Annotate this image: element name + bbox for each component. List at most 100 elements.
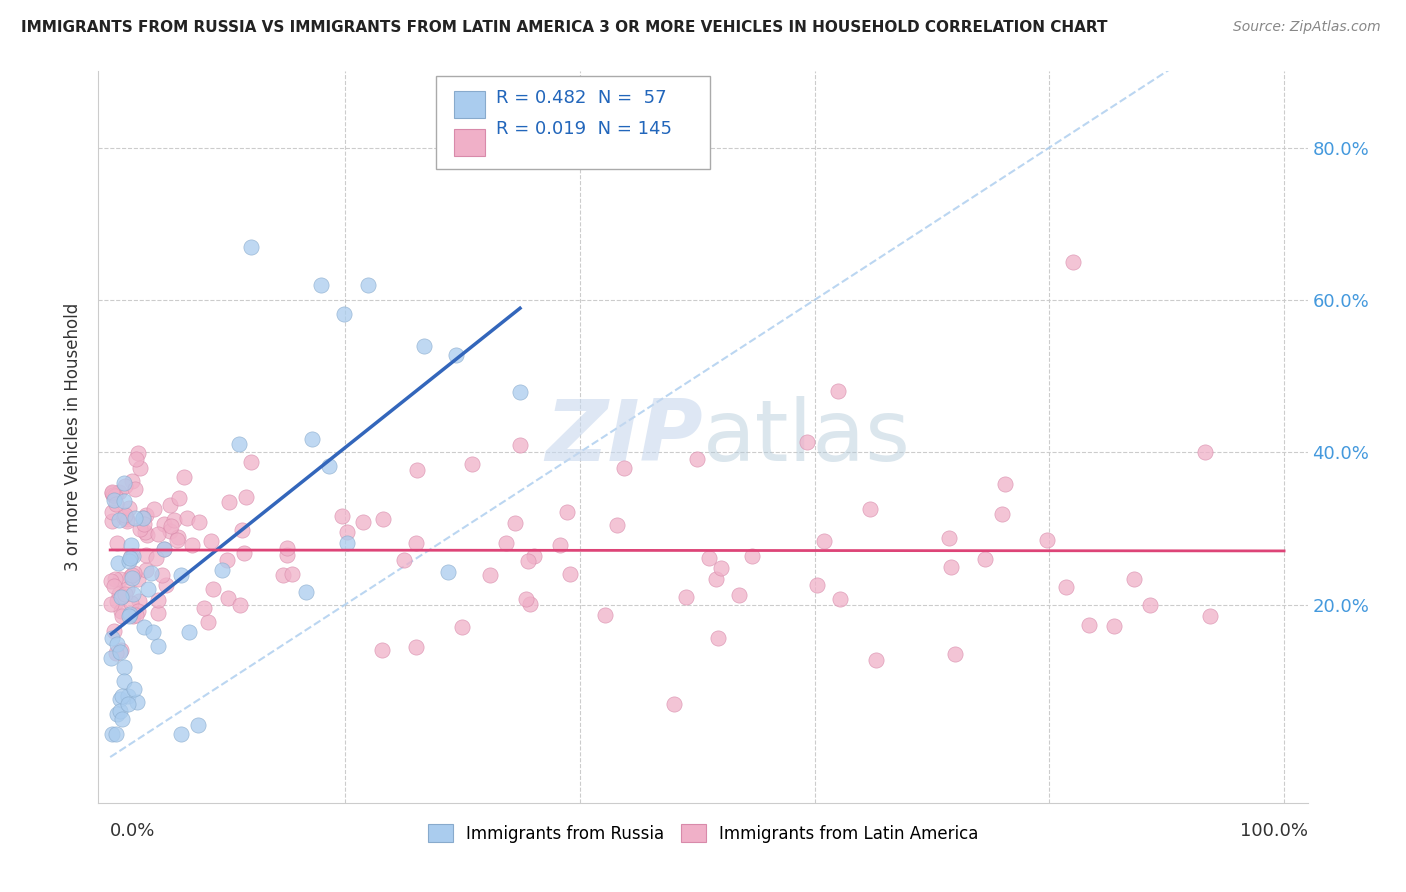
Point bbox=[509, 438, 531, 452]
Point bbox=[163, 513, 186, 527]
Point bbox=[201, 582, 224, 596]
Point bbox=[121, 571, 143, 585]
Point bbox=[704, 572, 727, 586]
Point bbox=[134, 524, 156, 539]
Point bbox=[239, 455, 262, 469]
Point bbox=[105, 727, 128, 741]
Point bbox=[1036, 533, 1059, 547]
Point bbox=[100, 485, 122, 500]
Point bbox=[108, 705, 131, 719]
Point bbox=[159, 524, 181, 538]
Point bbox=[122, 681, 145, 696]
Point bbox=[523, 549, 546, 563]
Point bbox=[112, 660, 135, 674]
Point bbox=[127, 572, 149, 586]
Point bbox=[1123, 572, 1146, 586]
Point bbox=[697, 551, 720, 566]
Point bbox=[120, 570, 142, 584]
Point bbox=[108, 485, 131, 500]
Point bbox=[104, 489, 127, 503]
Point bbox=[101, 487, 124, 501]
Point bbox=[117, 697, 139, 711]
Point bbox=[281, 566, 304, 581]
Point bbox=[108, 513, 131, 527]
Point bbox=[352, 516, 374, 530]
Text: R = 0.019  N = 145: R = 0.019 N = 145 bbox=[496, 120, 672, 138]
Point bbox=[228, 437, 250, 451]
Point bbox=[710, 561, 733, 575]
Point bbox=[127, 695, 149, 709]
Point bbox=[114, 479, 136, 493]
Point bbox=[146, 639, 169, 653]
Point bbox=[118, 551, 141, 566]
Point bbox=[519, 597, 541, 611]
Y-axis label: 3 or more Vehicles in Household: 3 or more Vehicles in Household bbox=[65, 303, 83, 571]
Point bbox=[114, 508, 136, 522]
Point bbox=[145, 551, 167, 566]
Point bbox=[104, 646, 127, 660]
Point bbox=[110, 643, 132, 657]
Point bbox=[146, 593, 169, 607]
Point bbox=[114, 587, 136, 601]
Legend: Immigrants from Russia, Immigrants from Latin America: Immigrants from Russia, Immigrants from … bbox=[420, 818, 986, 849]
Point bbox=[444, 348, 467, 362]
Point bbox=[301, 432, 323, 446]
Point bbox=[1139, 598, 1161, 612]
Point bbox=[111, 689, 134, 703]
Point bbox=[117, 582, 139, 597]
Point bbox=[412, 339, 434, 353]
Point bbox=[122, 608, 145, 623]
Point bbox=[132, 517, 155, 532]
Point bbox=[118, 608, 141, 623]
Point bbox=[128, 522, 150, 536]
Point bbox=[112, 475, 135, 490]
Point bbox=[118, 500, 141, 515]
Point bbox=[105, 706, 128, 721]
Point bbox=[503, 516, 526, 530]
Point bbox=[373, 512, 395, 526]
Point bbox=[662, 697, 685, 711]
Point bbox=[405, 463, 427, 477]
Point bbox=[160, 519, 183, 533]
Point bbox=[132, 620, 155, 634]
Point bbox=[1062, 255, 1084, 269]
Point bbox=[741, 549, 763, 563]
Point bbox=[1077, 618, 1099, 632]
Point bbox=[101, 727, 124, 741]
Point bbox=[120, 549, 142, 564]
Point bbox=[142, 625, 165, 640]
Point bbox=[148, 527, 170, 541]
Point bbox=[555, 505, 578, 519]
Point bbox=[135, 508, 157, 523]
Point bbox=[200, 533, 222, 548]
Point bbox=[115, 514, 138, 528]
Point bbox=[558, 566, 581, 581]
Point bbox=[187, 718, 209, 732]
Point bbox=[405, 536, 427, 550]
Point bbox=[136, 528, 159, 542]
Point bbox=[276, 541, 298, 556]
Point bbox=[859, 501, 882, 516]
Point bbox=[450, 619, 472, 633]
Point bbox=[1199, 609, 1222, 624]
Point bbox=[120, 607, 142, 621]
Point bbox=[101, 505, 124, 519]
Text: Source: ZipAtlas.com: Source: ZipAtlas.com bbox=[1233, 20, 1381, 34]
Point bbox=[232, 546, 254, 560]
Point bbox=[111, 712, 134, 726]
Point bbox=[235, 491, 257, 505]
Point bbox=[727, 587, 749, 601]
Point bbox=[112, 494, 135, 508]
Point bbox=[994, 476, 1017, 491]
Point bbox=[108, 645, 131, 659]
Point bbox=[974, 552, 997, 566]
Point bbox=[101, 484, 124, 499]
Point bbox=[1102, 619, 1125, 633]
Point bbox=[294, 585, 316, 599]
Point bbox=[176, 511, 198, 525]
Point bbox=[124, 511, 146, 525]
Point bbox=[813, 534, 835, 549]
Point bbox=[276, 548, 298, 562]
Point bbox=[478, 567, 501, 582]
Point bbox=[166, 530, 188, 544]
